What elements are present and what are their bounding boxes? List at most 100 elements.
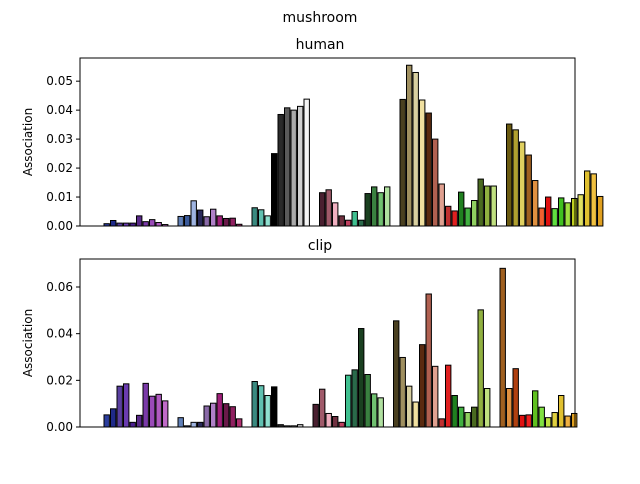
bar-g2-4 xyxy=(197,209,204,227)
bar-g5-6 xyxy=(425,293,432,428)
panel-title-clip: clip xyxy=(308,238,332,254)
bar-g6-2 xyxy=(506,388,513,428)
bar-g2-3 xyxy=(190,421,197,428)
bar-g3-2 xyxy=(258,209,265,227)
bar-g6-10 xyxy=(564,202,571,227)
bar-g2-1 xyxy=(177,215,184,227)
y-tick-label: 0.05 xyxy=(46,74,73,88)
bar-g3-4 xyxy=(271,153,278,227)
chart-panel-clip: clip Association 0.00 0.02 0.04 0.06 xyxy=(21,238,578,434)
bar-g5-14 xyxy=(477,309,484,428)
bar-g6-2 xyxy=(512,129,519,227)
bar-g3-9 xyxy=(303,98,310,227)
bar-g4-8 xyxy=(364,193,371,227)
bar-g2-9 xyxy=(229,217,236,227)
bar-g6-6 xyxy=(532,390,539,428)
y-axis-label-clip: Association xyxy=(21,309,35,377)
bar-g3-5 xyxy=(277,113,284,227)
bar-g6-5 xyxy=(525,414,532,428)
bar-g4-8 xyxy=(358,328,365,428)
bar-g4-10 xyxy=(371,393,378,428)
bar-g3-7 xyxy=(290,109,297,227)
axes-frame xyxy=(79,57,576,227)
bar-g5-3 xyxy=(412,71,419,227)
bar-g4-3 xyxy=(332,202,339,227)
bar-g5-2 xyxy=(406,64,413,227)
bar-g6-15 xyxy=(597,195,604,227)
bar-g5-11 xyxy=(458,406,465,428)
bar-g1-3 xyxy=(116,385,123,428)
bar-g6-3 xyxy=(512,368,519,428)
bar-g2-7 xyxy=(216,215,223,227)
bar-g6-1 xyxy=(499,267,506,428)
bar-g4-5 xyxy=(345,219,352,227)
bar-g5-11 xyxy=(464,207,471,227)
bar-g4-2 xyxy=(325,189,332,227)
bar-g1-9 xyxy=(155,393,162,428)
bar-g4-5 xyxy=(338,421,345,428)
y-tick-label: 0.02 xyxy=(46,161,73,175)
bar-g4-11 xyxy=(377,397,384,428)
bar-g4-2 xyxy=(319,388,326,428)
bar-g5-7 xyxy=(438,183,445,227)
y-tick-label: 0.00 xyxy=(46,420,73,434)
y-axis-label-human: Association xyxy=(21,108,35,176)
bar-g4-6 xyxy=(351,211,358,227)
bar-g4-1 xyxy=(319,192,326,227)
bar-g2-6 xyxy=(210,208,217,227)
bar-g4-11 xyxy=(384,186,391,227)
bar-g6-12 xyxy=(571,412,578,428)
bar-g2-6 xyxy=(210,402,217,428)
bar-g1-4 xyxy=(123,383,130,428)
y-tick-label: 0.00 xyxy=(46,219,73,233)
bar-g5-10 xyxy=(451,395,458,428)
bar-g1-6 xyxy=(136,215,143,227)
bar-g5-15 xyxy=(484,388,491,428)
bar-g5-5 xyxy=(425,112,432,227)
bar-g2-5 xyxy=(203,216,210,227)
bar-g1-5 xyxy=(129,421,136,428)
bar-g5-14 xyxy=(484,185,491,227)
y-tick-label: 0.04 xyxy=(46,327,73,341)
bar-g4-7 xyxy=(351,369,358,428)
bar-g6-8 xyxy=(551,208,558,227)
bar-g4-6 xyxy=(345,374,352,428)
bar-g5-12 xyxy=(464,412,471,428)
bar-g6-7 xyxy=(545,196,552,227)
bar-g4-1 xyxy=(312,403,319,428)
bar-g1-10 xyxy=(162,400,169,428)
bar-g5-8 xyxy=(438,418,445,428)
bar-g3-6 xyxy=(284,107,291,227)
figure-suptitle: mushroom xyxy=(283,10,358,26)
bar-g3-8 xyxy=(297,105,304,227)
y-tick-label: 0.06 xyxy=(46,280,73,294)
bar-g6-11 xyxy=(571,197,578,227)
bar-g6-13 xyxy=(584,170,591,227)
bar-g1-2 xyxy=(110,408,117,428)
bar-g5-6 xyxy=(432,138,439,227)
bar-g5-15 xyxy=(490,185,497,227)
bar-g4-10 xyxy=(377,192,384,227)
bar-g5-12 xyxy=(471,200,478,227)
bar-g1-7 xyxy=(142,382,149,428)
bar-g6-9 xyxy=(558,197,565,227)
bar-g2-10 xyxy=(236,418,243,428)
bar-g4-7 xyxy=(358,219,365,227)
bar-g1-8 xyxy=(149,395,156,428)
bar-g4-4 xyxy=(332,416,339,428)
bar-g1-9 xyxy=(155,222,162,227)
bar-g4-3 xyxy=(325,412,332,428)
bar-g6-3 xyxy=(519,141,526,227)
bar-g5-9 xyxy=(445,364,452,428)
bar-g6-14 xyxy=(590,173,597,227)
bar-g2-3 xyxy=(190,200,197,227)
bar-g2-8 xyxy=(223,403,230,428)
bar-g2-8 xyxy=(223,217,230,227)
bar-g4-4 xyxy=(338,215,345,227)
bar-g3-1 xyxy=(251,381,258,428)
axes-frame xyxy=(79,258,576,428)
bar-g5-10 xyxy=(458,191,465,227)
bar-g1-7 xyxy=(142,221,149,227)
